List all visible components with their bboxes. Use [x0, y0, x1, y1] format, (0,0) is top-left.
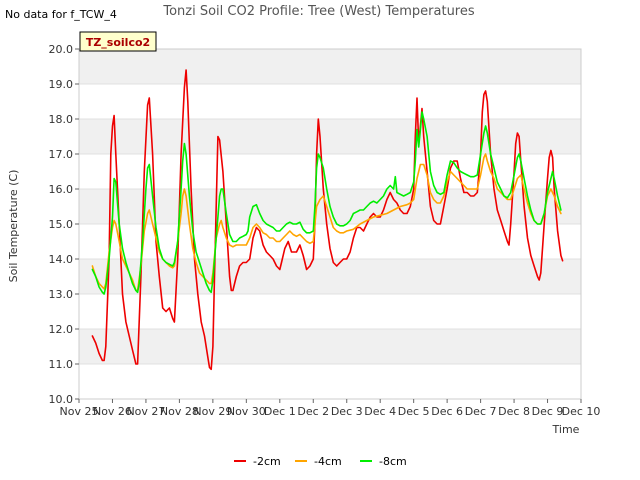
grid-band	[79, 329, 581, 364]
y-tick-label: 16.0	[49, 183, 74, 196]
x-tick-label: Dec 8	[498, 405, 530, 418]
x-tick-label: Dec 2	[297, 405, 329, 418]
y-tick-label: 13.0	[49, 288, 74, 301]
x-tick-label: Nov 25	[60, 405, 99, 418]
y-tick-label: 15.0	[49, 218, 74, 231]
grid-band	[79, 259, 581, 294]
x-tick-label: Dec 4	[364, 405, 396, 418]
y-tick-label: 10.0	[49, 393, 74, 406]
chart-title: Tonzi Soil CO2 Profile: Tree (West) Temp…	[162, 4, 475, 19]
series-badge: TZ_soilco2	[79, 31, 157, 52]
grid-band	[79, 119, 581, 154]
series-layer	[91, 69, 564, 371]
x-tick-label: Dec 9	[532, 405, 564, 418]
y-tick-label: 14.0	[49, 253, 74, 266]
y-tick-label: 11.0	[49, 358, 74, 371]
x-tick-label: Nov 26	[93, 405, 132, 418]
legend-item-2cm: -2cm	[234, 455, 281, 468]
series-line-8cm	[91, 111, 562, 295]
legend-label: -4cm	[314, 455, 342, 468]
x-axis-label: Time	[552, 423, 580, 436]
no-data-message: No data for f_TCW_4	[5, 8, 117, 21]
y-tick-label: 12.0	[49, 323, 74, 336]
legend: -2cm -4cm -8cm	[234, 455, 407, 468]
legend-item-8cm: -8cm	[360, 455, 407, 468]
y-tick-label: 19.0	[49, 78, 74, 91]
grid-band	[79, 49, 581, 84]
y-tick-label: 17.0	[49, 148, 74, 161]
legend-item-4cm: -4cm	[295, 455, 342, 468]
badge-box	[79, 31, 157, 52]
x-tick-label: Dec 3	[331, 405, 363, 418]
y-tick-label: 20.0	[49, 43, 74, 56]
y-axis: 10.0 11.0 12.0 13.0 14.0 15.0 16.0 17.0 18.0 19.0…	[49, 43, 79, 406]
legend-label: -8cm	[379, 455, 407, 468]
x-tick-label: Dec 1	[264, 405, 296, 418]
x-tick-label: Dec 7	[465, 405, 497, 418]
x-tick-label: Nov 28	[160, 405, 199, 418]
y-tick-label: 18.0	[49, 113, 74, 126]
x-tick-label: Dec 10	[562, 405, 601, 418]
x-tick-label: Dec 6	[431, 405, 463, 418]
x-tick-label: Nov 30	[227, 405, 266, 418]
legend-label: -2cm	[253, 455, 281, 468]
x-tick-label: Nov 29	[193, 405, 232, 418]
badge-label: TZ_soilco2	[86, 36, 150, 49]
y-axis-label: Soil Temperature (C)	[7, 170, 20, 283]
x-tick-label: Nov 27	[126, 405, 165, 418]
x-tick-label: Dec 5	[398, 405, 430, 418]
